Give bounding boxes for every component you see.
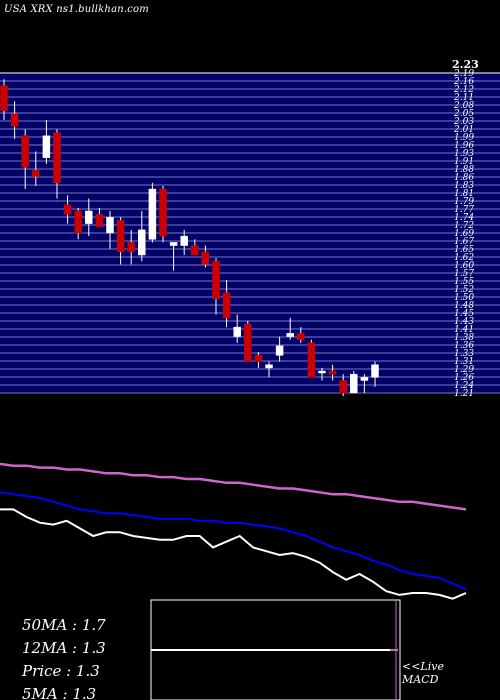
candle-body [222, 292, 231, 318]
tick-label: 2.11 [453, 93, 474, 103]
candle-body [138, 229, 146, 256]
tick-label: 1.67 [454, 237, 474, 247]
candle-body [318, 370, 326, 374]
tick-label: 1.93 [454, 149, 474, 159]
candle-body [21, 135, 29, 168]
candle-body [106, 217, 114, 234]
tick-label: 1.72 [454, 221, 474, 231]
tick-label: 1.88 [454, 165, 474, 175]
price-tick-labels: 2.192.162.122.112.082.052.032.011.991.96… [453, 69, 474, 399]
price-line [0, 508, 467, 600]
candle-body [159, 188, 167, 237]
tick-label: 1.48 [454, 301, 474, 311]
tick-label: 1.29 [454, 365, 474, 375]
candle-body [297, 333, 305, 340]
candle-body [254, 355, 263, 362]
tick-label: 1.99 [454, 133, 474, 143]
candle-body [0, 85, 8, 111]
ma12-line [0, 491, 467, 591]
candle-body [191, 245, 199, 256]
tick-label: 1.45 [454, 309, 474, 319]
macd-live-label: <<Live MACD [402, 660, 444, 686]
tick-label: 1.24 [454, 381, 474, 391]
candle-body [10, 113, 19, 127]
tick-label: 1.38 [454, 333, 474, 343]
tick-label: 1.52 [454, 285, 474, 295]
macd-box [150, 599, 401, 700]
price-readout: Price : 1.3 [22, 662, 100, 680]
candle-body [32, 170, 40, 177]
tick-label: 1.33 [454, 349, 474, 359]
tick-label: 2.08 [453, 101, 474, 111]
candle-body [350, 373, 358, 394]
candle-body [265, 364, 273, 369]
tick-label: 1.36 [454, 341, 474, 351]
candle-body [169, 242, 178, 246]
ma12-readout: 12MA : 1.3 [22, 639, 106, 657]
tick-label: 1.31 [454, 357, 474, 367]
candle-body [328, 370, 337, 375]
candle-body [275, 345, 284, 356]
ma5-readout: 5MA : 1.3 [22, 685, 97, 700]
tick-label: 2.01 [453, 125, 474, 135]
candle-body [127, 242, 135, 253]
candle-body [180, 235, 188, 246]
tick-label: 2.05 [453, 109, 474, 119]
tick-label: 1.41 [454, 325, 474, 335]
candle-body [53, 132, 61, 184]
price-high-label: 2.23 [452, 58, 479, 71]
candle-body [95, 213, 104, 227]
tick-label: 1.77 [454, 205, 474, 215]
candle-body [244, 323, 252, 362]
tick-label: 1.83 [454, 181, 474, 191]
tick-label: 1.60 [454, 261, 474, 271]
moving-average-lines [0, 462, 467, 600]
candle-body [201, 251, 210, 265]
candle-body [212, 260, 220, 300]
tick-label: 2.03 [453, 117, 474, 127]
tick-label: 1.96 [454, 141, 474, 151]
tick-label: 1.91 [454, 157, 474, 167]
candle-body [233, 326, 241, 337]
tick-label: 1.81 [454, 189, 474, 199]
macd-text: MACD [402, 673, 439, 686]
ma50-readout: 50MA : 1.7 [22, 616, 106, 634]
tick-label: 1.62 [454, 253, 474, 263]
ma-summary: 50MA : 1.7 12MA : 1.3 Price : 1.3 5MA : … [22, 614, 106, 700]
candle-body [42, 135, 51, 158]
candle-body [360, 377, 369, 381]
tick-label: 1.69 [454, 229, 474, 239]
tick-label: 2.16 [453, 77, 474, 87]
tick-label: 1.43 [454, 317, 474, 327]
candle-body [371, 364, 379, 378]
ma50-line [0, 462, 467, 511]
candle-body [85, 210, 93, 224]
candles [0, 79, 379, 397]
tick-label: 2.12 [453, 85, 474, 95]
candle-body [148, 188, 157, 240]
tick-label: 1.86 [454, 173, 474, 183]
tick-label: 1.65 [454, 245, 474, 255]
candle-body [286, 333, 294, 337]
live-text: <<Live [402, 660, 444, 673]
tick-label: 1.79 [454, 197, 474, 207]
tick-label: 1.26 [454, 373, 474, 383]
tick-label: 1.55 [454, 277, 474, 287]
candle-body [63, 204, 72, 215]
tick-label: 1.50 [454, 293, 474, 303]
candle-body [307, 342, 316, 378]
candle-body [74, 210, 82, 234]
candle-body [339, 380, 347, 394]
candle-body [116, 220, 125, 253]
tick-label: 2.19 [453, 69, 474, 79]
tick-label: 1.21 [454, 389, 474, 399]
site-label: USA XRX ns1.bullkhan.com [4, 4, 149, 15]
tick-label: 1.57 [454, 269, 474, 279]
tick-label: 1.74 [454, 213, 474, 223]
